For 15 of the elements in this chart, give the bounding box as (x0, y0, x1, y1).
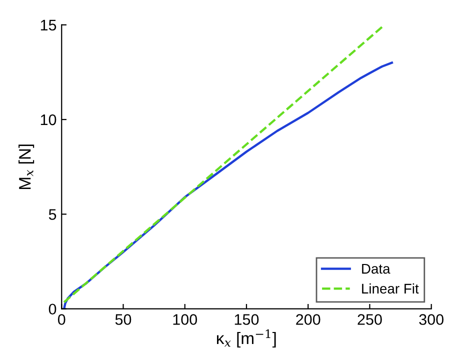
y-axis-title: M$_{x}$ [N] (18, 144, 34, 189)
x-axis-title: κ$_{x}$ [m$^{−1}$] (217, 329, 276, 348)
x-tick-label: 150 (234, 314, 259, 325)
legend-label: Linear Fit (362, 283, 419, 294)
x-tick-label: 200 (296, 314, 320, 325)
x-tick-label: 300 (419, 314, 444, 325)
x-tick-label: 100 (173, 314, 198, 325)
y-tick-label: 10 (40, 114, 56, 126)
x-tick-label: 50 (115, 314, 132, 325)
y-tick-label: 0 (48, 304, 56, 315)
x-tick-label: 250 (358, 314, 382, 325)
y-tick-label: 5 (48, 209, 56, 220)
x-tick-label: 0 (58, 314, 66, 325)
y-tick-label: 15 (40, 20, 56, 31)
legend-label: Data (362, 264, 390, 274)
